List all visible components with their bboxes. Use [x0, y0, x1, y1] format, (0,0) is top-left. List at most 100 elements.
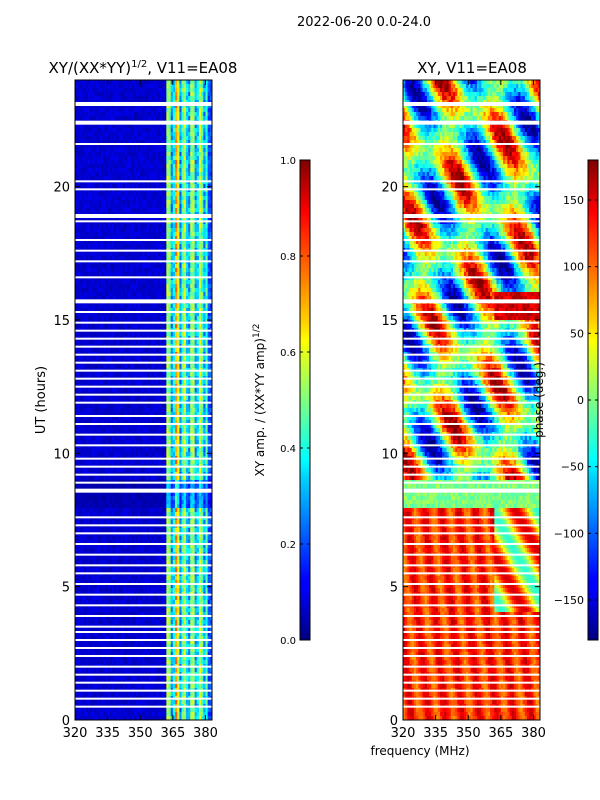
- amplitude-cell: [83, 268, 87, 273]
- amplitude-cell: [77, 304, 80, 309]
- amplitude-cell: [116, 364, 119, 369]
- amplitude-cell: [177, 316, 180, 321]
- amplitude-cell: [183, 332, 187, 337]
- amplitude-cell: [83, 84, 87, 89]
- amplitude-cell: [196, 116, 200, 121]
- amplitude-cell: [140, 372, 143, 377]
- amplitude-cell: [203, 124, 206, 129]
- amplitude-cell: [90, 92, 93, 97]
- amplitude-cell: [98, 280, 102, 285]
- amplitude-cell: [205, 116, 209, 121]
- amplitude-cell: [111, 172, 115, 177]
- amplitude-cell: [98, 196, 102, 201]
- amplitude-cell: [203, 164, 206, 169]
- amplitude-cell: [205, 340, 209, 345]
- amplitude-cell: [159, 264, 163, 269]
- amplitude-cell: [138, 164, 141, 169]
- amplitude-cell: [146, 380, 150, 385]
- amplitude-cell: [127, 196, 130, 201]
- amplitude-cell: [146, 244, 150, 249]
- amplitude-cell: [98, 96, 102, 101]
- amplitude-cell: [111, 380, 115, 385]
- amplitude-cell: [81, 156, 85, 161]
- amplitude-cell: [138, 148, 141, 153]
- amplitude-cell: [129, 116, 132, 121]
- amplitude-cell: [194, 192, 198, 197]
- amplitude-cell: [79, 80, 82, 85]
- amplitude-cell: [161, 128, 165, 133]
- amplitude-cell: [161, 144, 165, 149]
- amplitude-cell: [148, 316, 152, 321]
- amplitude-cell: [190, 124, 193, 129]
- amplitude-cell: [120, 236, 124, 241]
- amplitude-cell: [183, 256, 187, 261]
- amplitude-cell: [83, 372, 87, 377]
- amplitude-cell: [151, 292, 154, 297]
- amplitude-cell: [103, 364, 106, 369]
- amplitude-cell: [157, 208, 161, 213]
- amplitude-cell: [194, 156, 198, 161]
- amplitude-cell: [151, 208, 154, 213]
- amplitude-cell: [77, 272, 80, 277]
- amplitude-cell: [185, 96, 189, 101]
- amplitude-cell: [109, 280, 113, 285]
- amplitude-cell: [129, 128, 132, 133]
- amplitude-cell: [166, 288, 169, 293]
- amplitude-cell: [94, 308, 98, 313]
- amplitude-cell: [111, 324, 115, 329]
- amplitude-cell: [116, 340, 119, 345]
- amplitude-cell: [196, 268, 200, 273]
- amplitude-cell: [92, 288, 95, 293]
- amplitude-cell: [96, 288, 100, 293]
- amplitude-cell: [142, 288, 145, 293]
- amplitude-cell: [105, 296, 109, 301]
- amplitude-cell: [120, 332, 124, 337]
- amplitude-cell: [101, 84, 104, 89]
- amplitude-cell: [75, 88, 78, 93]
- amplitude-cell: [88, 380, 91, 385]
- amplitude-cell: [75, 80, 78, 85]
- amplitude-cell: [172, 252, 176, 257]
- amplitude-cell: [81, 292, 85, 297]
- amplitude-cell: [96, 292, 100, 297]
- amplitude-cell: [101, 324, 104, 329]
- amplitude-cell: [127, 296, 130, 301]
- amplitude-cell: [161, 268, 165, 273]
- amplitude-cell: [88, 256, 91, 261]
- amplitude-cell: [155, 232, 159, 237]
- amplitude-cell: [142, 144, 145, 149]
- amplitude-cell: [135, 104, 139, 109]
- amplitude-cell: [201, 224, 204, 229]
- amplitude-cell: [90, 280, 93, 285]
- amplitude-cell: [164, 172, 167, 177]
- amplitude-cell: [148, 272, 152, 277]
- amplitude-cell: [92, 176, 95, 181]
- amplitude-cell: [146, 124, 150, 129]
- amplitude-cell: [159, 244, 163, 249]
- amplitude-cell: [138, 380, 141, 385]
- amplitude-cell: [207, 340, 211, 345]
- amplitude-cell: [146, 144, 150, 149]
- amplitude-cell: [161, 388, 165, 393]
- amplitude-cell: [120, 208, 124, 213]
- amplitude-cell: [142, 256, 145, 261]
- amplitude-cell: [129, 96, 132, 101]
- amplitude-cell: [183, 224, 187, 229]
- amplitude-cell: [153, 164, 156, 169]
- amplitude-cell: [75, 168, 78, 173]
- amplitude-cell: [188, 288, 191, 293]
- amplitude-cell: [172, 348, 176, 353]
- amplitude-cell: [159, 168, 163, 173]
- amplitude-cell: [159, 208, 163, 213]
- amplitude-cell: [194, 196, 198, 201]
- amplitude-cell: [96, 208, 100, 213]
- amplitude-cell: [116, 208, 119, 213]
- amplitude-cell: [183, 200, 187, 205]
- amplitude-cell: [81, 356, 85, 361]
- amplitude-cell: [114, 80, 117, 85]
- amplitude-cell: [172, 104, 176, 109]
- amplitude-cell: [181, 292, 185, 297]
- amplitude-cell: [205, 132, 209, 137]
- amplitude-cell: [198, 132, 202, 137]
- amplitude-cell: [172, 172, 176, 177]
